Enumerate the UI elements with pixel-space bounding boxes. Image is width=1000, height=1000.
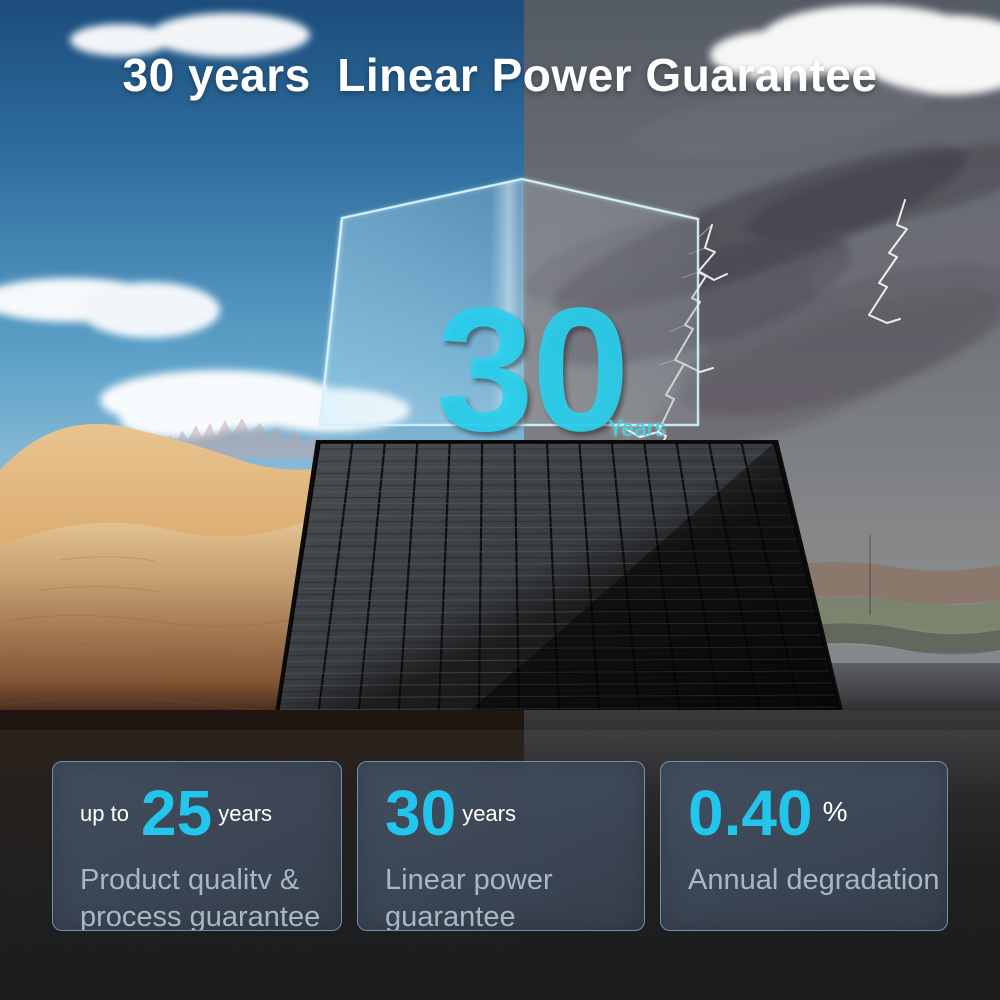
svg-text:30: 30: [436, 272, 628, 468]
